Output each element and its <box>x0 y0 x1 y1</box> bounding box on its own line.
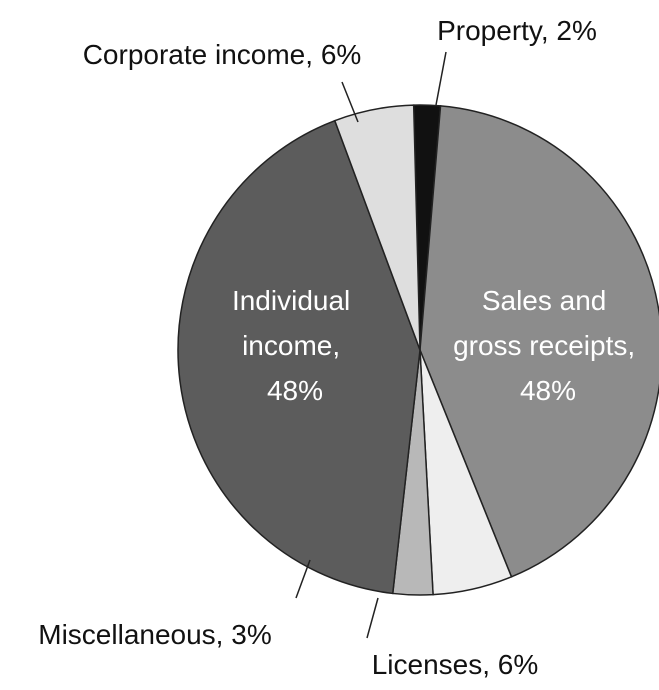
leader-line-licenses <box>366 597 379 639</box>
pie-slice-corporate-income <box>333 104 421 351</box>
leader-line-corporate-income <box>341 81 359 123</box>
leader-line-miscellaneous <box>295 559 311 599</box>
leader-line-property <box>435 51 447 106</box>
pie-slice-sales-and-gross-receipts <box>419 105 659 578</box>
leader-lines <box>295 51 447 639</box>
label-miscellaneous: Miscellaneous, 3% <box>38 619 271 650</box>
pie-slices <box>177 104 659 596</box>
label-property: Property, 2% <box>437 15 597 46</box>
label-licenses: Licenses, 6% <box>372 649 539 680</box>
label-sales-and-gross-receipts: Sales and gross receipts, 48% <box>453 285 643 406</box>
pie-slice-individual-income <box>177 119 421 595</box>
label-corporate-income: Corporate income, 6% <box>83 39 362 70</box>
label-individual-income: Individual income, 48% <box>232 285 358 406</box>
